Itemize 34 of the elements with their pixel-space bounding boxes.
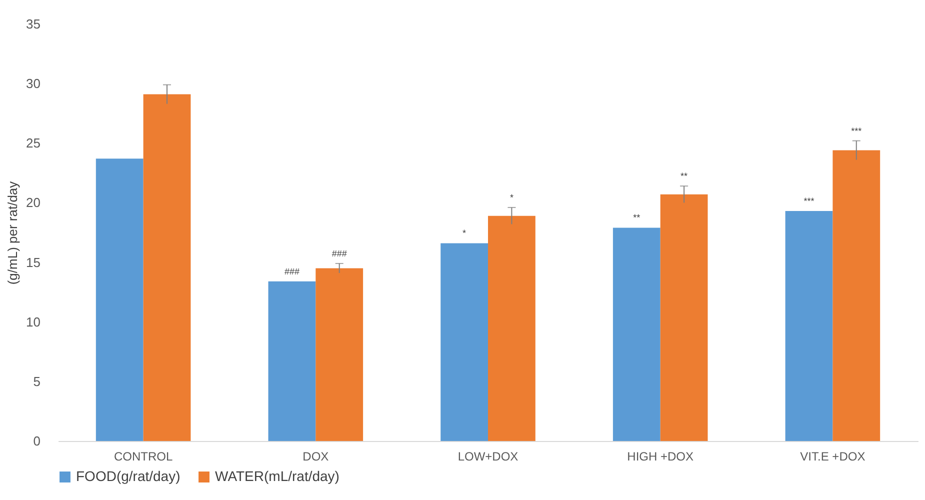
bar (785, 211, 833, 441)
legend-label: FOOD(g/rat/day) (76, 468, 180, 484)
bar (832, 150, 880, 441)
bar (96, 158, 144, 441)
bar (660, 194, 708, 441)
y-tick-label: 35 (26, 16, 40, 32)
bar (488, 216, 536, 441)
y-tick-label: 5 (33, 374, 40, 389)
x-tick-label: CONTROL (114, 450, 173, 464)
x-tick-label: VIT.E +DOX (800, 450, 866, 464)
bar (440, 243, 488, 441)
y-tick-label: 20 (26, 195, 40, 210)
y-tick-label: 15 (26, 254, 40, 270)
bar (316, 268, 364, 441)
annotation: * (462, 228, 467, 238)
y-tick-label: 10 (26, 314, 40, 330)
x-tick-label: LOW+DOX (458, 450, 518, 464)
bar (612, 228, 660, 441)
annotation: * (510, 192, 514, 202)
annotation: ### (284, 266, 300, 276)
y-axis-title: (g/mL) per rat/day (5, 180, 20, 285)
annotation: *** (851, 126, 862, 136)
y-tick-label: 0 (33, 434, 40, 448)
x-tick-label: HIGH +DOX (627, 450, 694, 464)
bar (143, 94, 191, 441)
y-tick-label: 30 (26, 76, 40, 92)
bar (268, 281, 316, 441)
y-tick-label: 25 (26, 136, 40, 151)
annotation: *** (804, 196, 815, 206)
annotation: ### (332, 248, 347, 258)
annotation: ** (680, 171, 688, 182)
legend-label: WATER(mL/rat/day) (215, 468, 340, 484)
annotation: ** (633, 212, 641, 223)
x-tick-label: DOX (302, 450, 329, 464)
